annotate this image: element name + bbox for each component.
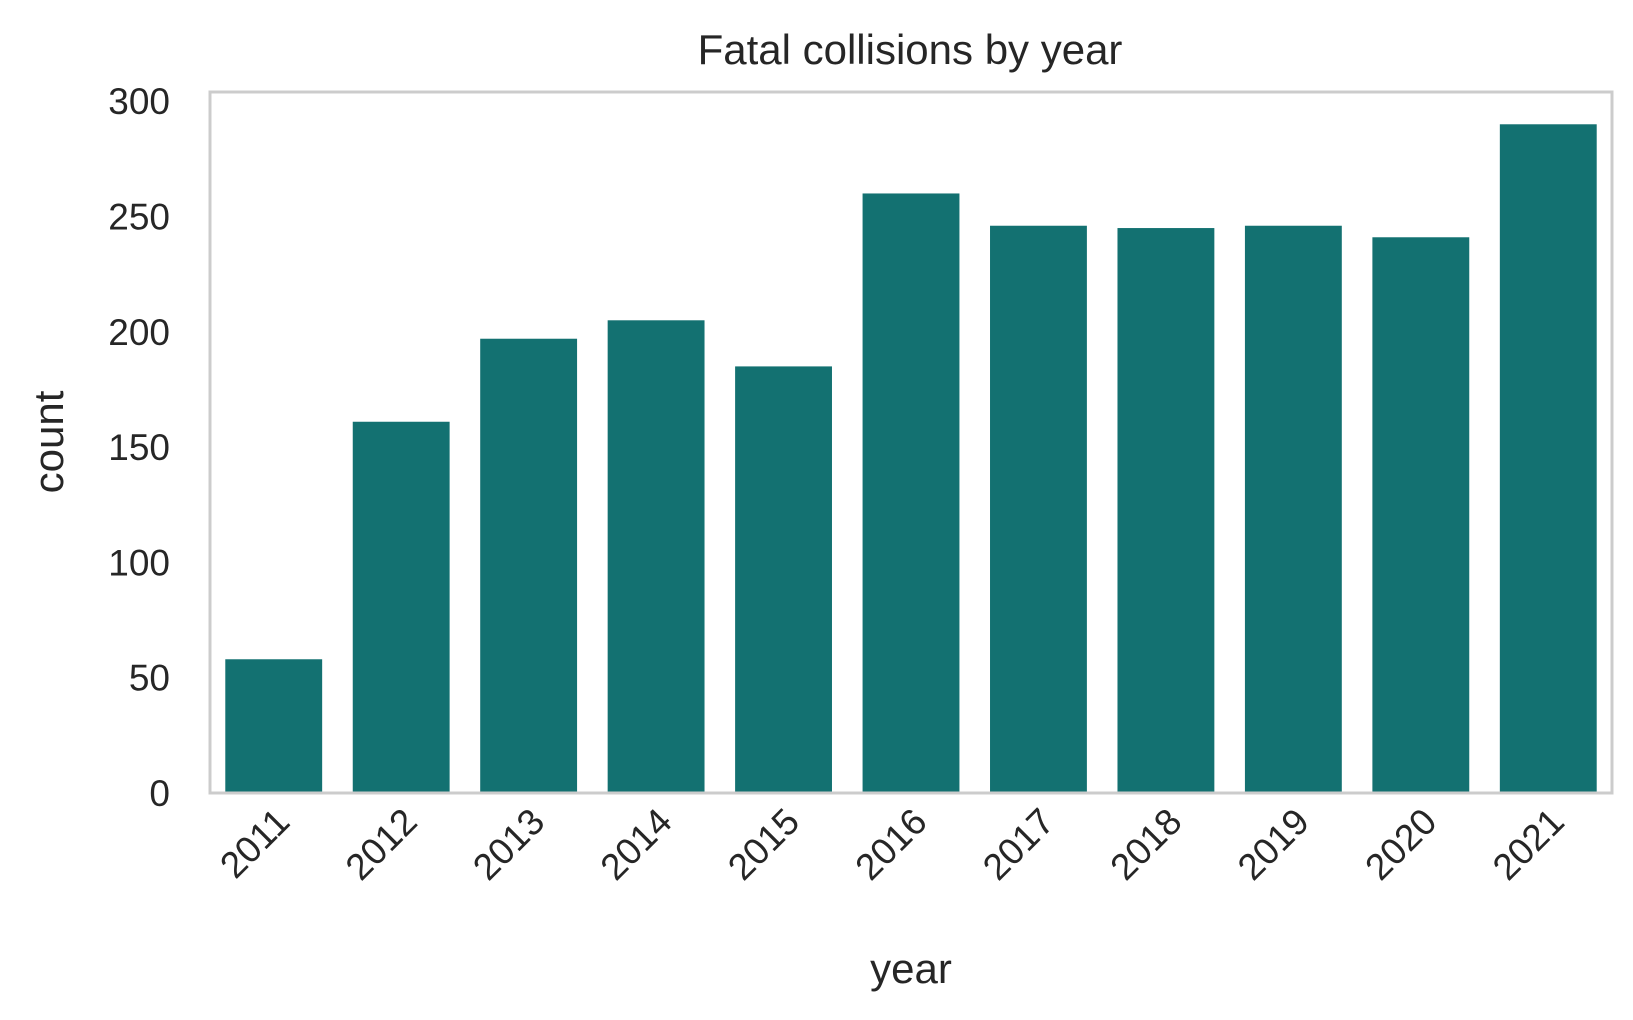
y-tick-labels: 0 50 100 150 200 250 300 (108, 81, 170, 814)
y-tick-label-150: 150 (108, 427, 170, 468)
x-tick-labels: 2011 2012 2013 2014 2015 2016 2017 2018 2019 2020… (212, 801, 1572, 888)
x-tick-label-2013: 2013 (465, 801, 552, 888)
y-axis-label: count (25, 390, 72, 493)
chart-title: Fatal collisions by year (698, 26, 1123, 73)
y-tick-label-200: 200 (108, 312, 170, 353)
x-tick-label-2014: 2014 (593, 801, 680, 888)
x-tick-label-2012: 2012 (338, 801, 425, 888)
bars-group (225, 124, 1597, 794)
x-axis-label: year (870, 945, 952, 992)
x-tick-label-2011: 2011 (212, 801, 297, 886)
bar-2011 (225, 659, 323, 793)
bar-2014 (607, 320, 705, 793)
y-tick-label-0: 0 (149, 773, 170, 814)
bar-2016 (862, 193, 960, 793)
bar-2021 (1499, 124, 1597, 793)
x-tick-label-2021: 2021 (1485, 801, 1572, 888)
bar-2020 (1372, 237, 1470, 793)
bar-2013 (480, 338, 578, 793)
bar-2012 (352, 421, 450, 793)
bar-2017 (990, 225, 1087, 794)
y-tick-label-100: 100 (108, 542, 170, 583)
bar-2019 (1244, 225, 1342, 794)
y-tick-label-300: 300 (108, 81, 170, 122)
y-tick-label-50: 50 (129, 658, 170, 699)
x-tick-label-2017: 2017 (975, 801, 1062, 888)
x-tick-label-2018: 2018 (1102, 801, 1189, 888)
x-tick-label-2020: 2020 (1357, 801, 1444, 888)
x-tick-label-2016: 2016 (847, 801, 934, 888)
y-tick-label-250: 250 (108, 197, 170, 238)
bar-2018 (1117, 228, 1215, 794)
x-tick-label-2019: 2019 (1230, 801, 1317, 888)
axes-frame (208, 90, 1614, 795)
x-tick-label-2015: 2015 (720, 801, 807, 888)
bar-2015 (735, 366, 832, 793)
